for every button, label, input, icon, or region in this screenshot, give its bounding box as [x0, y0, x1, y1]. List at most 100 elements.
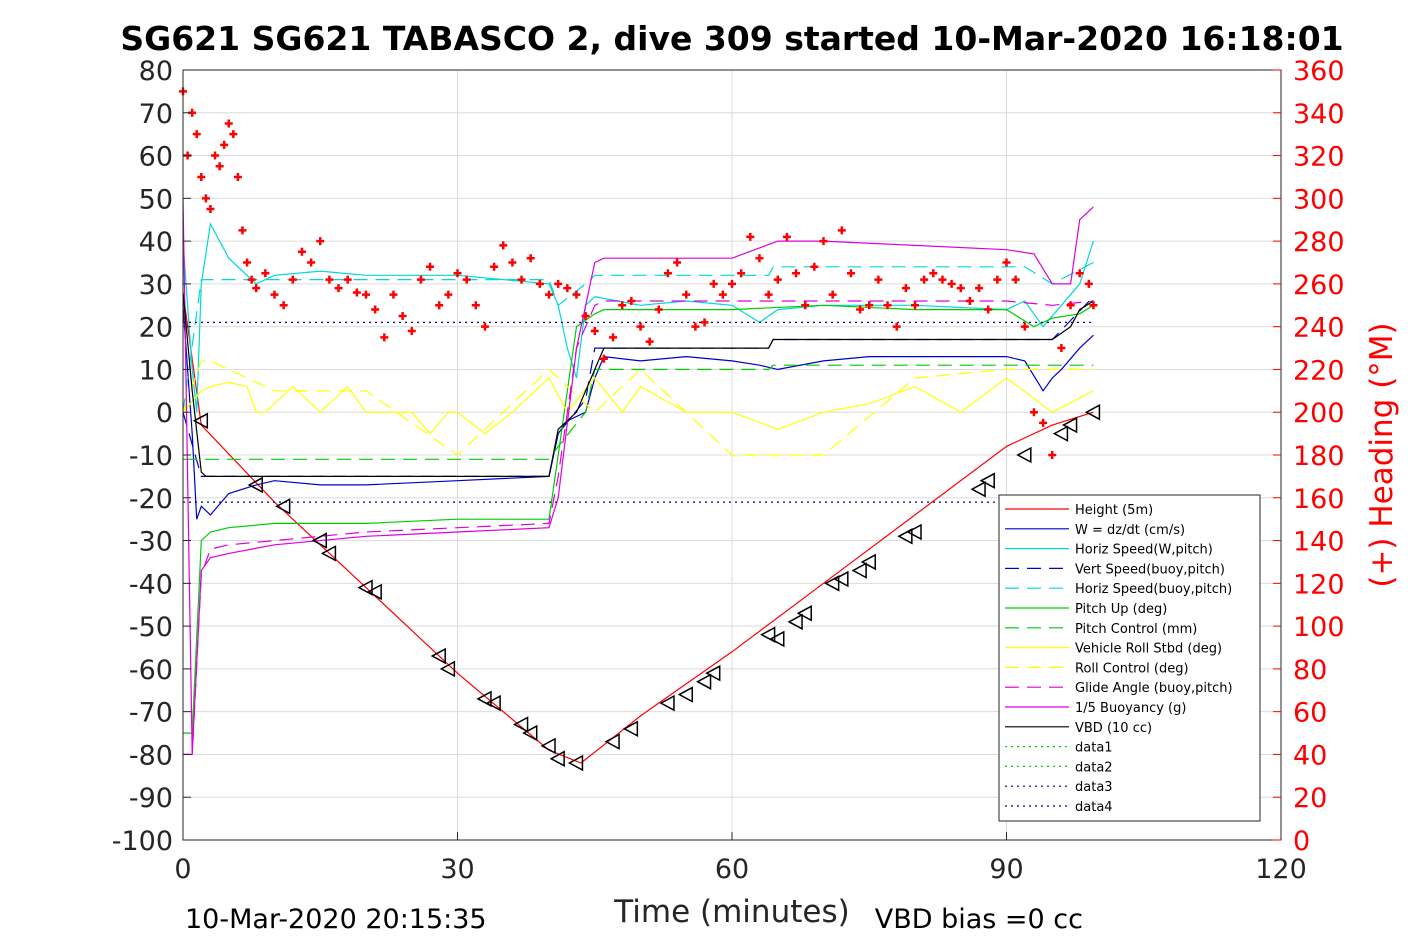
y2-tick-label: 300 — [1293, 184, 1345, 215]
heading-point — [938, 275, 947, 284]
heading-layer — [179, 87, 1098, 459]
heading-point — [224, 119, 233, 128]
heading-point — [526, 254, 535, 263]
vbd-marker — [522, 724, 538, 742]
heading-point — [599, 354, 608, 363]
vbd-marker — [604, 733, 620, 750]
heading-point — [1020, 322, 1029, 331]
y2-tick-label: 340 — [1293, 99, 1345, 130]
heading-point — [389, 290, 398, 299]
heading-point — [362, 290, 370, 299]
vbd-marker — [549, 750, 565, 767]
heading-point — [279, 301, 288, 310]
chart-title: SG621 SG621 TABASCO 2, dive 309 started … — [120, 19, 1343, 58]
heading-point — [508, 258, 517, 267]
vbd-marker — [677, 686, 693, 703]
legend-label: data2 — [1075, 760, 1113, 775]
tick-layer: 0 30 60 90 12080706050403020100-10-20-30-40-… — [112, 56, 1345, 885]
heading-point — [426, 262, 435, 271]
heading-point — [416, 275, 425, 284]
y2-tick-label: 200 — [1293, 398, 1345, 429]
footer-vbd-bias: VBD bias =0 cc — [875, 904, 1083, 935]
series-line — [182, 198, 1094, 755]
heading-point — [252, 284, 261, 293]
x-axis-label: Time (minutes) — [613, 894, 849, 930]
heading-point — [874, 275, 883, 284]
vbd-marker — [366, 583, 382, 601]
heading-point — [911, 301, 919, 310]
heading-point — [856, 305, 865, 314]
heading-point — [773, 275, 782, 284]
y2-tick-label: 160 — [1293, 484, 1345, 515]
legend-label: Glide Angle (buoy,pitch) — [1075, 681, 1233, 696]
footer-timestamp: 10-Mar-2020 20:15:35 — [185, 904, 487, 935]
heading-point — [801, 301, 810, 310]
vbd-marker — [695, 673, 712, 690]
heading-point — [883, 301, 892, 310]
y2-tick-label: 240 — [1293, 313, 1345, 344]
y-tick-label: -30 — [129, 527, 173, 558]
heading-point — [1002, 258, 1011, 267]
heading-point — [325, 275, 334, 284]
vbd-marker — [311, 532, 327, 549]
y-tick-label: -20 — [129, 484, 173, 515]
heading-point — [947, 279, 956, 288]
heading-point — [590, 326, 599, 335]
vbd-marker — [860, 553, 876, 571]
heading-point — [1066, 301, 1075, 310]
legend-items: Height (5m) W = dz/dt (cm/s) Horiz Speed(W… — [1005, 503, 1233, 815]
vbd-marker — [622, 720, 639, 738]
vbd-marker — [476, 690, 492, 708]
heading-point — [197, 172, 206, 181]
y2-tick-label: 320 — [1293, 142, 1345, 173]
heading-point — [215, 162, 224, 171]
heading-point — [545, 290, 553, 299]
vbd-marker — [1052, 425, 1069, 442]
legend-label: Vert Speed(buoy,pitch) — [1075, 562, 1225, 577]
y-tick-label: 50 — [139, 184, 173, 215]
heading-point — [956, 284, 965, 293]
y-tick-label: 10 — [139, 355, 173, 386]
y-tick-label: -10 — [129, 441, 173, 472]
series-line — [183, 304, 1094, 734]
heading-point — [810, 262, 819, 271]
heading-point — [316, 237, 325, 246]
y2-tick-label: 280 — [1293, 227, 1345, 258]
heading-point — [682, 290, 691, 299]
vbd-marker — [567, 754, 584, 772]
heading-point — [764, 290, 773, 299]
vbd-marker — [659, 694, 675, 712]
heading-point — [453, 269, 462, 278]
heading-point — [1029, 408, 1038, 417]
series-line — [182, 222, 1094, 413]
heading-point — [229, 130, 238, 139]
heading-point — [929, 269, 938, 278]
heading-point — [792, 269, 801, 278]
y2-tick-label: 20 — [1293, 783, 1327, 814]
heading-point — [1048, 451, 1057, 459]
heading-point — [480, 322, 489, 331]
vbd-marker — [485, 694, 501, 712]
y2-tick-label: 180 — [1293, 441, 1345, 472]
heading-point — [572, 290, 581, 299]
heading-point — [700, 318, 709, 327]
heading-point — [444, 290, 453, 299]
heading-point — [211, 151, 220, 160]
heading-point — [993, 275, 1002, 284]
series-line — [182, 377, 1094, 435]
heading-point — [746, 232, 755, 241]
vbd-marker — [192, 412, 209, 430]
legend-label: Horiz Speed(W,pitch) — [1075, 543, 1213, 558]
heading-point — [755, 254, 764, 263]
heading-point — [609, 333, 618, 342]
heading-point — [243, 258, 252, 267]
legend-label: data1 — [1075, 741, 1113, 756]
y2-tick-label: 80 — [1293, 655, 1327, 686]
y-tick-label: -60 — [129, 655, 173, 686]
heading-point — [1011, 275, 1020, 284]
heading-point — [554, 279, 563, 288]
vbd-marker — [787, 613, 803, 631]
y2-tick-label: 60 — [1293, 698, 1327, 729]
vbd-marker — [320, 545, 337, 562]
